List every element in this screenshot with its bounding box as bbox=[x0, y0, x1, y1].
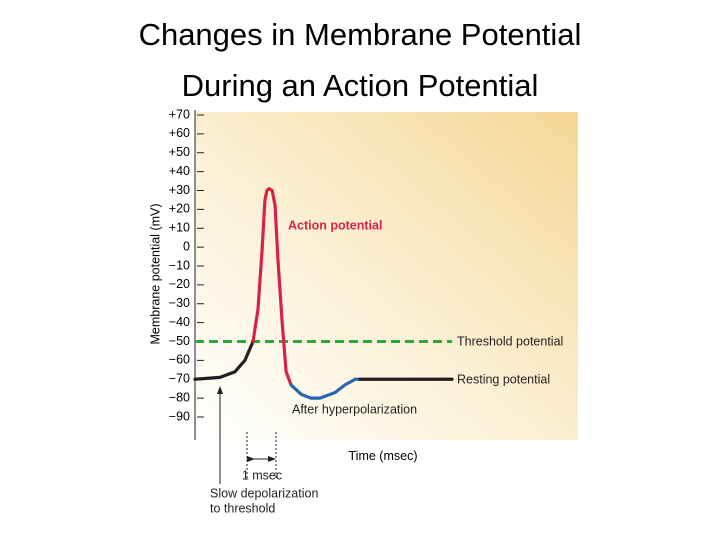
annotation: After hyperpolarization bbox=[292, 402, 417, 416]
annotation: Action potential bbox=[288, 218, 382, 232]
title-line: Changes in Membrane Potential bbox=[139, 17, 582, 52]
y-tick-label: +20 bbox=[169, 202, 190, 216]
y-tick-label: −20 bbox=[169, 277, 190, 291]
y-tick-label: −90 bbox=[169, 409, 190, 423]
annotation: 1 msec bbox=[242, 468, 282, 482]
y-tick-label: +60 bbox=[169, 126, 190, 140]
annotation: to threshold bbox=[210, 501, 275, 515]
potential-curve bbox=[289, 377, 362, 400]
y-tick-label: −80 bbox=[169, 390, 190, 404]
y-tick-label: +40 bbox=[169, 164, 190, 178]
x-axis-label: Time (msec) bbox=[349, 449, 418, 463]
y-tick-label: +30 bbox=[169, 183, 190, 197]
annotation: Threshold potential bbox=[457, 334, 563, 348]
y-tick-label: −10 bbox=[169, 258, 190, 272]
plot-background bbox=[195, 112, 578, 440]
y-tick-label: −70 bbox=[169, 372, 190, 386]
annotation: Slow depolarization bbox=[210, 486, 318, 500]
y-tick-label: −40 bbox=[169, 315, 190, 329]
y-tick-label: 0 bbox=[183, 239, 190, 253]
y-axis-label: Membrane potential (mV) bbox=[148, 203, 162, 344]
y-tick-label: −50 bbox=[169, 334, 190, 348]
y-tick-label: −60 bbox=[169, 353, 190, 367]
y-tick-label: +50 bbox=[169, 145, 190, 159]
y-tick-label: −30 bbox=[169, 296, 190, 310]
annotation: Resting potential bbox=[457, 372, 550, 386]
y-tick-label: +70 bbox=[169, 107, 190, 121]
y-tick-label: +10 bbox=[169, 221, 190, 235]
potential-curve bbox=[193, 339, 255, 381]
title-line: During an Action Potential bbox=[182, 68, 539, 103]
potential-curve bbox=[251, 187, 293, 387]
